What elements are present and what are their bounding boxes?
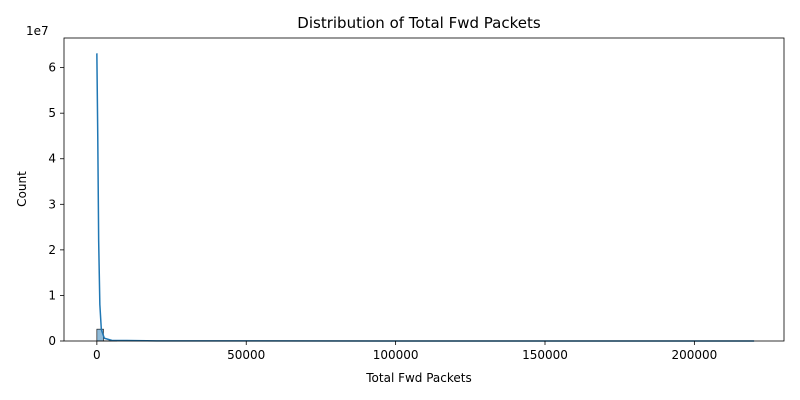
kde-line bbox=[96, 53, 755, 342]
plot-frame bbox=[63, 37, 785, 342]
y-tick-label: 1 bbox=[48, 288, 56, 302]
x-tick-label: 200000 bbox=[671, 348, 717, 362]
x-axis: 0 50000 100000 150000 200000 bbox=[93, 341, 717, 362]
y-axis: 0 1 2 3 4 5 6 bbox=[48, 61, 64, 348]
y-axis-label: Count bbox=[15, 171, 29, 207]
x-tick-label: 150000 bbox=[522, 348, 568, 362]
chart-title: Distribution of Total Fwd Packets bbox=[297, 14, 541, 32]
y-tick-label: 5 bbox=[48, 106, 56, 120]
x-tick-label: 0 bbox=[93, 348, 101, 362]
y-tick-label: 4 bbox=[48, 152, 56, 166]
x-tick-label: 100000 bbox=[373, 348, 419, 362]
y-tick-label: 3 bbox=[48, 197, 56, 211]
x-tick-label: 50000 bbox=[227, 348, 265, 362]
y-tick-label: 2 bbox=[48, 243, 56, 257]
y-tick-label: 0 bbox=[48, 334, 56, 348]
x-axis-label: Total Fwd Packets bbox=[365, 371, 472, 385]
y-tick-label: 6 bbox=[48, 61, 56, 75]
y-offset-label: 1e7 bbox=[26, 24, 49, 38]
